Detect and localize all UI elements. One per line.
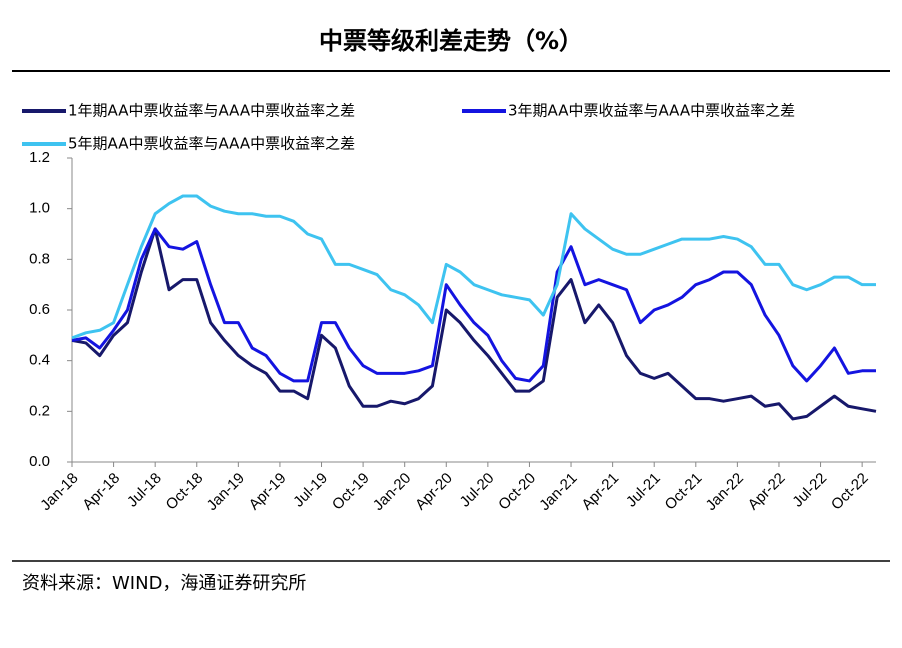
- x-tick-label: Oct-19: [329, 470, 373, 514]
- y-tick-label: 0.0: [29, 453, 50, 470]
- legend-label: 3年期AA中票收益率与AAA中票收益率之差: [508, 102, 795, 120]
- x-tick-label: Jan-20: [370, 470, 414, 514]
- legend-label: 1年期AA中票收益率与AAA中票收益率之差: [68, 102, 355, 120]
- y-tick-label: 1.0: [29, 200, 50, 217]
- y-tick-label: 0.6: [29, 301, 50, 318]
- x-tick-label: Apr-21: [578, 470, 622, 514]
- x-tick-label: Jan-18: [37, 470, 81, 514]
- x-tick-label: Oct-20: [495, 470, 539, 514]
- chart-title: 中票等级利差走势（%）: [319, 27, 583, 55]
- x-tick-label: Jul-19: [290, 470, 331, 511]
- x-tick-label: Jul-22: [789, 470, 830, 511]
- x-tick-label: Apr-22: [745, 470, 789, 514]
- legend-label: 5年期AA中票收益率与AAA中票收益率之差: [68, 135, 355, 153]
- y-tick-label: 1.2: [29, 149, 50, 166]
- x-tick-label: Apr-19: [246, 470, 290, 514]
- series-line: [71, 227, 877, 421]
- x-tick-label: Oct-21: [662, 470, 706, 514]
- x-tick-label: Apr-18: [79, 470, 123, 514]
- x-tick-label: Jul-20: [457, 470, 498, 511]
- x-tick-label: Oct-22: [828, 470, 872, 514]
- x-tick-label: Jan-19: [204, 470, 248, 514]
- x-tick-label: Oct-18: [163, 470, 207, 514]
- series-line: [71, 194, 876, 340]
- x-tick-label: Jul-18: [124, 470, 165, 511]
- x-tick-label: Jul-21: [623, 470, 664, 511]
- source: 资料来源：WIND，海通证券研究所: [22, 573, 306, 594]
- x-tick-label: Jan-21: [536, 470, 580, 514]
- y-tick-label: 0.2: [29, 402, 50, 419]
- x-tick-label: Apr-20: [412, 470, 456, 514]
- x-tick-label: Jan-22: [703, 470, 747, 514]
- series-line: [71, 227, 876, 383]
- y-tick-label: 0.4: [29, 352, 50, 369]
- y-tick-label: 0.8: [29, 250, 50, 267]
